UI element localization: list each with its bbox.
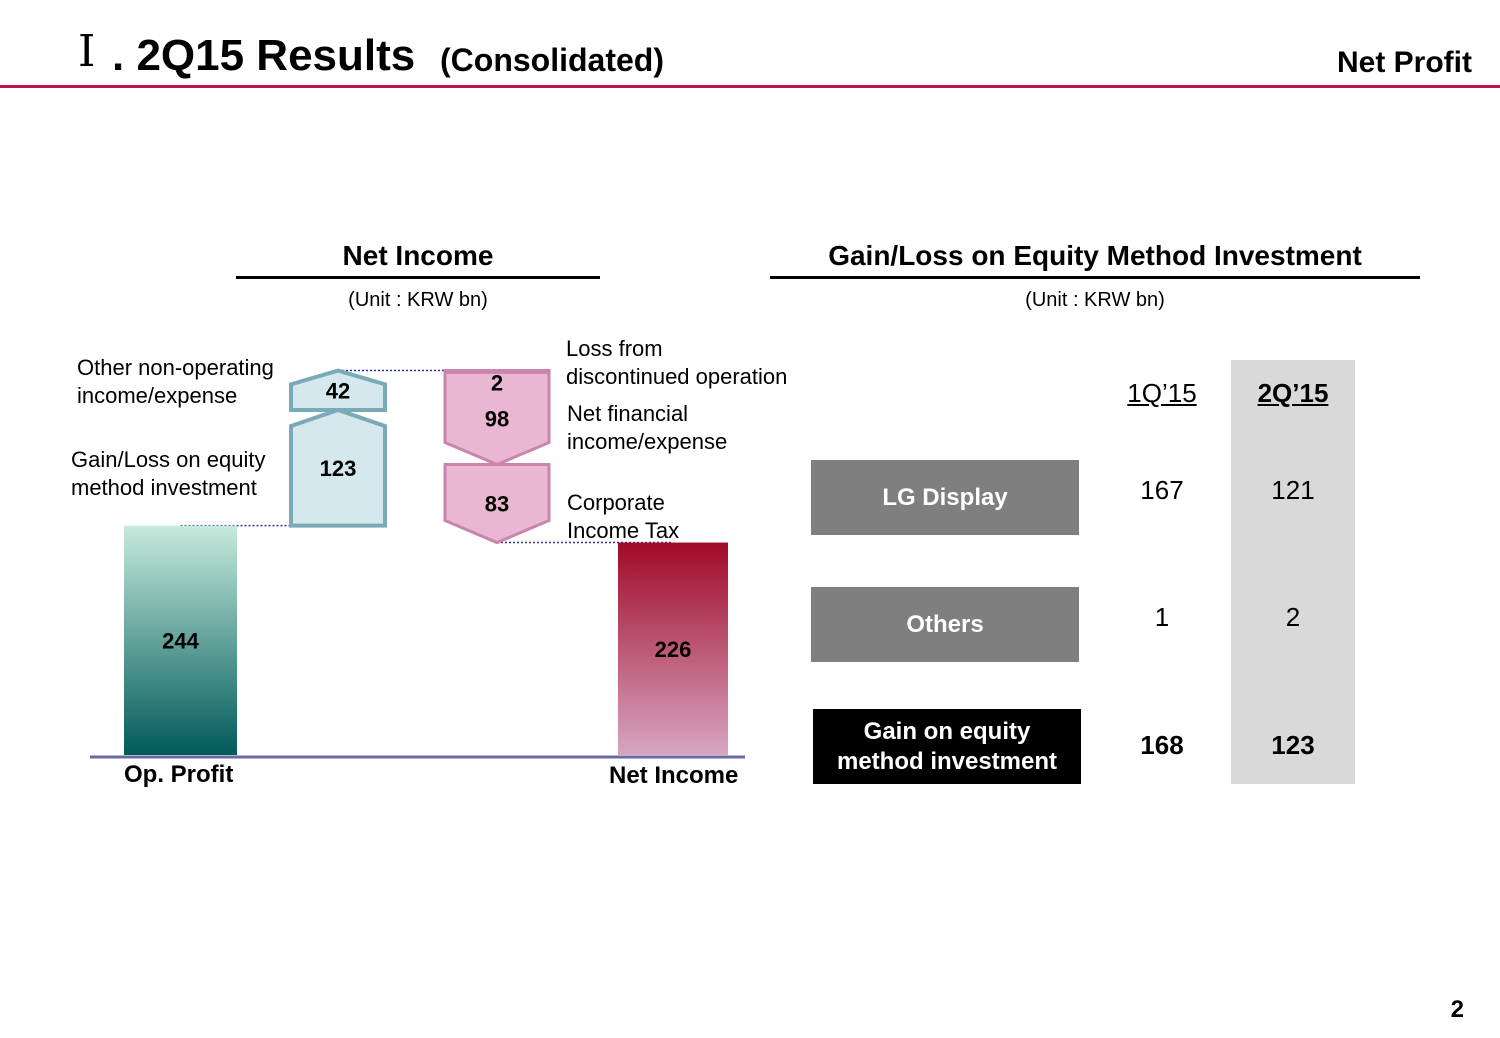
data-label-net-financial-income-expense: 98 [485, 406, 509, 431]
bar-gain-loss-on-equity-method-investment [289, 407, 387, 528]
cell-total-1q15: 168 [1140, 730, 1184, 760]
cell-others-2q15: 2 [1285, 602, 1301, 632]
x-axis-label-op-profit: Op. Profit [124, 761, 234, 788]
row-label-lg-display: LG Display [811, 460, 1079, 535]
bar-other-non-operating-income-expense [289, 368, 387, 413]
row-label-gain-on-equity-total: Gain on equity method investment [813, 709, 1081, 784]
cell-others-1q15: 1 [1154, 602, 1170, 632]
cell-lg-display-2q15: 121 [1271, 475, 1315, 505]
net-income-unit: (Unit : KRW bn) [348, 289, 488, 311]
data-label-loss-from-discontinued-operation: 2 [491, 371, 503, 396]
equity-table-title: Gain/Loss on Equity Method Investment [828, 240, 1362, 271]
bar-net-income [618, 542, 728, 755]
current-quarter-highlight [1231, 360, 1355, 784]
data-label-other-non-operating-income-expense: 42 [326, 378, 350, 403]
bar-net-financial-income-expense [443, 370, 551, 467]
bar-corporate-income-tax [443, 463, 551, 545]
section-name: Net Profit [1337, 46, 1472, 79]
net-income-chart-title: Net Income [342, 240, 494, 271]
equity-unit: (Unit : KRW bn) [1025, 289, 1165, 311]
title-roman-numeral: Ⅰ [78, 26, 96, 77]
page-subtitle: (Consolidated) [440, 42, 664, 78]
header-rule [0, 85, 1500, 88]
cell-total-2q15: 123 [1271, 730, 1315, 760]
annotation-equity-method: Gain/Loss on equity method investment [71, 447, 266, 500]
page-title: . 2Q15 Results [112, 31, 416, 80]
equity-title-rule [770, 276, 1420, 279]
annotation-corporate-tax: Corporate Income Tax [567, 490, 680, 543]
data-label-net-income: 226 [655, 637, 692, 662]
page-number: 2 [1450, 996, 1464, 1023]
annotation-discontinued: Loss from discontinued operation [566, 336, 788, 389]
data-label-gain-loss-on-equity-method-investment: 123 [320, 456, 357, 481]
cell-lg-display-1q15: 167 [1140, 475, 1184, 505]
data-label-op-profit: 244 [162, 628, 199, 653]
annotation-net-financial: Net financial income/expense [567, 401, 728, 454]
bar-op-profit [124, 525, 237, 755]
column-header-1q15: 1Q’15 [1127, 378, 1197, 408]
net-income-title-rule [236, 276, 600, 279]
x-axis-label-net-income: Net Income [609, 762, 739, 789]
data-label-corporate-income-tax: 83 [485, 492, 509, 517]
row-label-others: Others [811, 587, 1079, 662]
column-header-2q15: 2Q’15 [1257, 378, 1329, 408]
annotation-other-nonop: Other non-operating income/expense [77, 355, 274, 408]
